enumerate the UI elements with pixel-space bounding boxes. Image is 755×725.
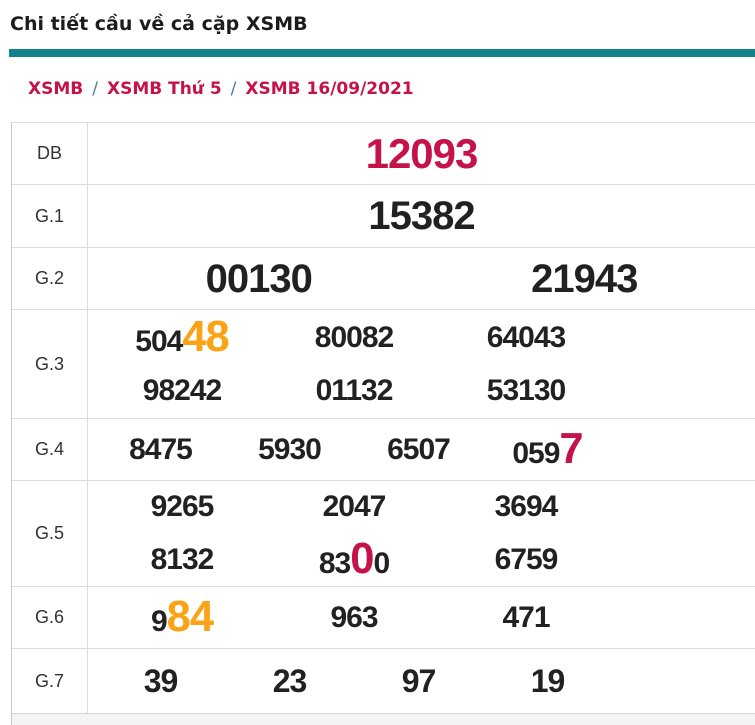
prize-row-g5: G.5 9265 2047 3694 8132 8300 6759 xyxy=(12,481,755,587)
highlighted-digits: 48 xyxy=(182,312,229,361)
prize-row-g4: G.4 8475 5930 6507 0597 xyxy=(12,419,755,481)
breadcrumb-link-1[interactable]: XSMB Thứ 5 xyxy=(106,79,222,99)
breadcrumb: XSMB / XSMB Thứ 5 / XSMB 16/09/2021 xyxy=(28,78,414,100)
page-title: Chi tiết cầu về cả cặp XSMB xyxy=(10,13,308,35)
prize-number: 984 xyxy=(150,592,214,641)
prize-label: G.3 xyxy=(12,310,88,418)
prize-label: G.1 xyxy=(12,185,88,247)
prize-numbers-area: 15382 xyxy=(88,185,755,247)
prize-numbers-area: 39 23 97 19 xyxy=(88,649,755,713)
prize-number: 471 xyxy=(502,600,550,634)
prize-row-g3: G.3 50448 80082 64043 98242 01132 53130 xyxy=(12,310,755,419)
breadcrumb-link-2[interactable]: XSMB 16/09/2021 xyxy=(245,79,414,99)
breadcrumb-separator: / xyxy=(92,79,98,99)
results-table: DB 12093 G.1 15382 G.2 00130 21943 G.3 50448 8008… xyxy=(11,122,755,714)
highlighted-digits: 0 xyxy=(350,535,374,584)
prize-row-g2: G.2 00130 21943 xyxy=(12,248,755,310)
prize-number: 15382 xyxy=(368,194,475,238)
prize-row-g6: G.6 984 963 471 xyxy=(12,587,755,649)
prize-number: 39 xyxy=(143,663,179,699)
prize-number: 12093 xyxy=(365,129,479,177)
prize-number: 6759 xyxy=(494,543,559,576)
prize-number: 21943 xyxy=(531,256,638,301)
prize-label: G.5 xyxy=(12,481,88,586)
prize-number: 8475 xyxy=(129,432,193,466)
prize-number: 6507 xyxy=(387,432,451,466)
prize-row-g1: G.1 15382 xyxy=(12,185,755,248)
highlighted-digits: 7 xyxy=(559,424,583,473)
prize-numbers-area: 984 963 471 xyxy=(88,587,755,648)
prize-number: 0597 xyxy=(512,424,583,473)
next-section-header xyxy=(11,713,755,725)
prize-row-db: DB 12093 xyxy=(12,123,755,185)
breadcrumb-separator: / xyxy=(230,79,237,99)
prize-number: 8132 xyxy=(150,543,215,576)
prize-numbers-area: 8475 5930 6507 0597 xyxy=(88,419,755,480)
prize-number: 8300 xyxy=(318,535,390,584)
prize-number: 19 xyxy=(530,663,566,699)
prize-number: 98242 xyxy=(142,373,222,407)
prize-label: G.4 xyxy=(12,419,88,480)
prize-number: 00130 xyxy=(205,256,313,301)
prize-number: 97 xyxy=(401,663,437,699)
prize-number: 3694 xyxy=(494,490,559,523)
prize-numbers-area: 50448 80082 64043 98242 01132 53130 xyxy=(88,310,755,418)
prize-number: 01132 xyxy=(315,373,394,407)
prize-number: 50448 xyxy=(135,312,229,361)
prize-number: 23 xyxy=(272,663,308,699)
prize-label: G.6 xyxy=(12,587,88,648)
prize-number: 80082 xyxy=(314,320,394,354)
accent-divider-bar xyxy=(9,49,755,57)
breadcrumb-link-0[interactable]: XSMB xyxy=(28,79,84,99)
prize-numbers-area: 12093 xyxy=(88,123,755,184)
prize-number: 64043 xyxy=(486,320,566,354)
highlighted-digits: 84 xyxy=(166,592,214,641)
prize-number: 963 xyxy=(330,600,378,634)
prize-number: 9265 xyxy=(150,490,215,523)
prize-label: DB xyxy=(12,123,88,184)
prize-number: 53130 xyxy=(486,373,566,407)
prize-number: 2047 xyxy=(322,490,387,523)
prize-numbers-area: 00130 21943 xyxy=(88,248,755,309)
prize-numbers-area: 9265 2047 3694 8132 8300 6759 xyxy=(88,481,755,586)
prize-label: G.2 xyxy=(12,248,88,309)
prize-label: G.7 xyxy=(12,649,88,713)
prize-row-g7: G.7 39 23 97 19 xyxy=(12,649,755,714)
prize-number: 5930 xyxy=(258,432,322,466)
